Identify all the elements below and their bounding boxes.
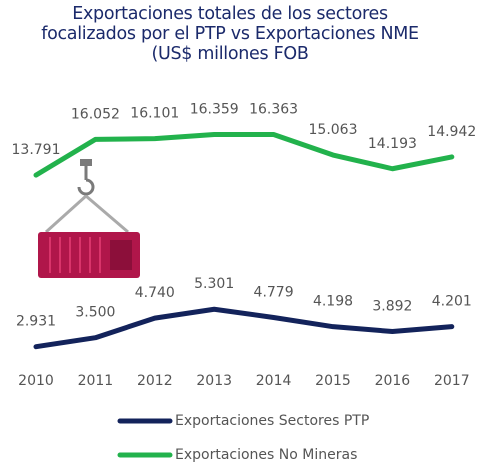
data-label: 2.931 (16, 314, 56, 330)
x-tick-label: 2012 (137, 373, 173, 389)
legend-label: Exportaciones No Mineras (175, 447, 357, 463)
x-tick-label: 2015 (315, 373, 351, 389)
data-label: 5.301 (194, 276, 234, 292)
data-label: 4.779 (254, 284, 294, 300)
data-label: 16.101 (130, 106, 179, 122)
x-tick-label: 2016 (375, 373, 411, 389)
legend-label: Exportaciones Sectores PTP (175, 413, 369, 429)
data-label: 3.500 (75, 305, 115, 321)
crane-icon (38, 159, 140, 278)
data-label: 16.359 (190, 102, 239, 118)
data-label: 4.740 (135, 285, 175, 301)
x-tick-label: 2013 (196, 373, 232, 389)
x-tick-label: 2010 (18, 373, 54, 389)
x-tick-label: 2017 (434, 373, 470, 389)
data-label: 16.052 (71, 106, 120, 122)
data-label: 14.942 (427, 124, 476, 140)
data-label: 4.198 (313, 294, 353, 310)
data-label: 15.063 (309, 122, 358, 138)
chart: 2010 2011 2012 2013 2014 2015 2016 2017 2.931 3.5… (0, 0, 482, 465)
x-tick-label: 2011 (78, 373, 114, 389)
data-label: 4.201 (432, 294, 472, 310)
data-label: 14.193 (368, 136, 417, 152)
x-tick-label: 2014 (256, 373, 292, 389)
page: Exportaciones totales de los sectores fo… (0, 0, 482, 465)
data-label: 3.892 (372, 299, 412, 315)
data-label: 16.363 (249, 101, 298, 117)
data-label: 13.791 (12, 142, 61, 158)
